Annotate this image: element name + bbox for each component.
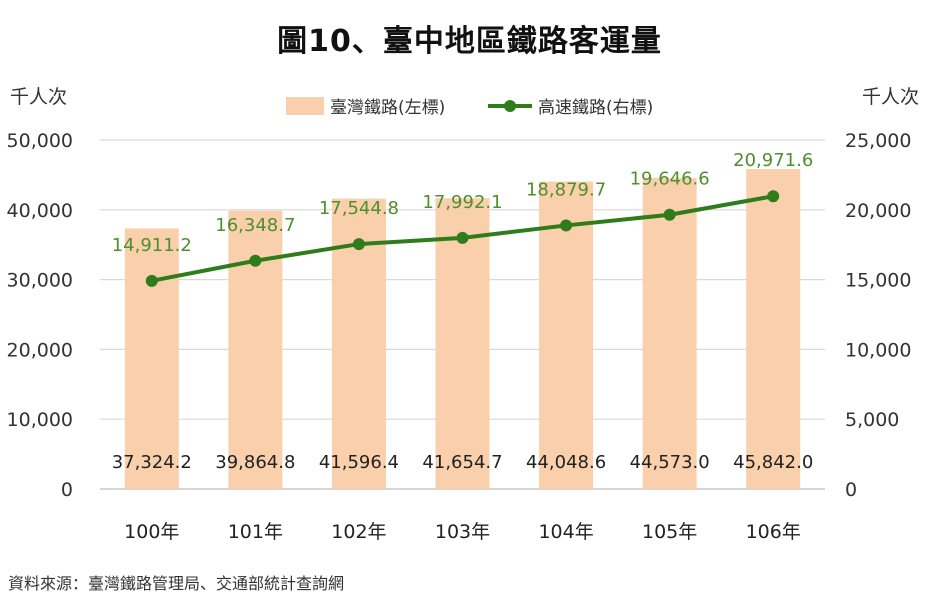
line-point-103年 (456, 231, 469, 244)
x-axis-tick-label: 104年 (538, 521, 593, 543)
bar-100年 (124, 228, 179, 489)
right-axis-tick-label: 5,000 (845, 409, 899, 431)
left-axis-tick-label: 10,000 (7, 409, 73, 431)
source-note: 資料來源：臺灣鐵路管理局、交通部統計查詢網 (8, 574, 345, 593)
line-value-label: 16,348.7 (215, 215, 295, 236)
bar-value-label: 44,573.0 (630, 452, 710, 473)
bar-value-label: 37,324.2 (112, 452, 192, 473)
x-axis-tick-label: 102年 (331, 521, 386, 543)
line-value-label: 14,911.2 (112, 235, 192, 256)
x-axis-tick-label: 105年 (642, 521, 697, 543)
line-point-101年 (249, 254, 262, 267)
line-point-104年 (560, 219, 573, 232)
line-value-label: 18,879.7 (526, 179, 606, 200)
legend-swatch-marker (504, 100, 516, 112)
line-value-label: 20,971.6 (733, 150, 813, 171)
x-axis-tick-label: 103年 (435, 521, 490, 543)
x-axis-tick-label: 100年 (124, 521, 179, 543)
line-value-label: 17,544.8 (319, 198, 399, 219)
bar-value-label: 45,842.0 (733, 452, 813, 473)
line-point-105年 (663, 208, 676, 221)
right-axis-tick-label: 15,000 (845, 270, 911, 292)
legend-swatch-bar (286, 97, 324, 115)
left-axis-tick-label: 0 (61, 479, 73, 501)
bar-value-label: 41,596.4 (319, 452, 399, 473)
left-axis-unit: 千人次 (10, 86, 68, 108)
left-axis-tick-label: 40,000 (7, 200, 73, 222)
right-axis-tick-label: 0 (845, 479, 857, 501)
bar-value-label: 39,864.8 (215, 452, 295, 473)
x-axis-tick-label: 101年 (228, 521, 283, 543)
legend-label-bar: 臺灣鐵路(左標) (330, 98, 445, 118)
line-value-label: 19,646.6 (630, 169, 710, 190)
x-axis-tick-label: 106年 (746, 521, 801, 543)
bar-103年 (435, 198, 490, 490)
right-axis-tick-label: 20,000 (845, 200, 911, 222)
right-axis-tick-label: 10,000 (845, 339, 911, 361)
line-point-102年 (352, 238, 365, 251)
bar-value-label: 41,654.7 (422, 452, 502, 473)
line-point-106年 (767, 190, 780, 203)
chart-title: 圖10、臺中地區鐵路客運量 (277, 24, 662, 59)
bar-106年 (746, 169, 801, 490)
right-axis-unit: 千人次 (861, 86, 919, 108)
left-axis-tick-label: 30,000 (7, 270, 73, 292)
left-axis-tick-label: 20,000 (7, 339, 73, 361)
left-axis-tick-label: 50,000 (7, 130, 73, 152)
bar-101年 (228, 210, 283, 489)
line-value-label: 17,992.1 (422, 192, 502, 213)
bar-value-label: 44,048.6 (526, 452, 606, 473)
line-point-100年 (145, 274, 158, 287)
bar-105年 (642, 177, 697, 489)
legend-label-line: 高速鐵路(右標) (538, 98, 653, 118)
bar-104年 (539, 181, 594, 489)
right-axis-tick-label: 25,000 (845, 130, 911, 152)
